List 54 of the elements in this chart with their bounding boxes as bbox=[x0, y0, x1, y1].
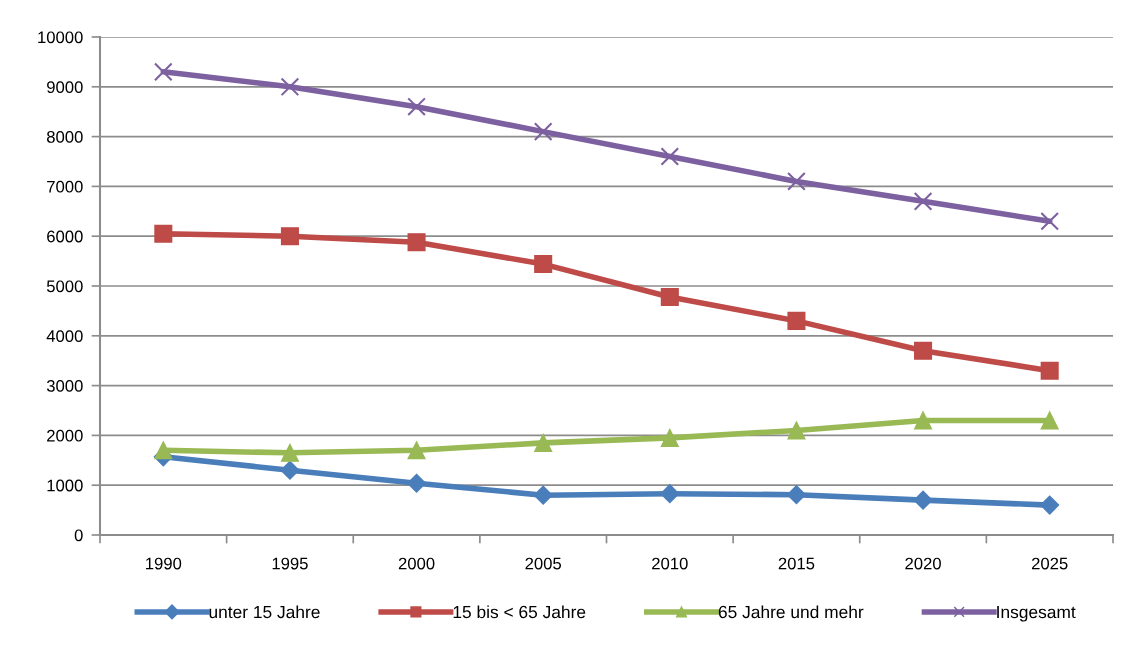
point bbox=[660, 287, 679, 306]
y-tick-label: 8000 bbox=[46, 131, 83, 143]
point bbox=[280, 443, 299, 462]
y-tick-label: 3000 bbox=[46, 380, 83, 392]
point bbox=[533, 122, 553, 141]
point bbox=[1040, 211, 1060, 231]
point bbox=[534, 255, 553, 274]
point bbox=[1040, 495, 1060, 515]
y-tick-label: 2000 bbox=[47, 429, 83, 442]
y-tick-label: 0 bbox=[74, 529, 83, 542]
point bbox=[786, 485, 806, 505]
point bbox=[660, 147, 680, 166]
point bbox=[914, 411, 933, 430]
point bbox=[534, 433, 553, 452]
point bbox=[280, 227, 299, 246]
y-tick-label: 6000 bbox=[47, 230, 83, 243]
point bbox=[154, 441, 173, 460]
point bbox=[787, 311, 806, 330]
x-tick-label: 2020 bbox=[905, 557, 941, 570]
point bbox=[154, 224, 173, 243]
y-tick-label: 5000 bbox=[46, 280, 83, 293]
point bbox=[914, 341, 933, 360]
point bbox=[913, 191, 933, 211]
y-tick-label: 1000 bbox=[47, 479, 83, 492]
point bbox=[533, 485, 553, 505]
point bbox=[787, 172, 806, 191]
y-tick-label: 7000 bbox=[47, 180, 83, 193]
legend-label: Insgesamt bbox=[997, 606, 1076, 622]
point bbox=[407, 473, 427, 493]
point bbox=[1040, 411, 1059, 430]
y-tick-label: 9000 bbox=[47, 81, 83, 93]
x-tick-label: 2005 bbox=[525, 557, 562, 570]
point bbox=[1040, 361, 1059, 380]
point bbox=[660, 428, 679, 447]
point bbox=[280, 460, 300, 480]
legend-label: 15 bis < 65 Jahre bbox=[453, 605, 586, 619]
x-tick-label: 1995 bbox=[272, 557, 308, 570]
point bbox=[913, 490, 933, 510]
x-tick-label: 1990 bbox=[146, 557, 182, 570]
point bbox=[787, 421, 806, 440]
point bbox=[407, 233, 426, 252]
legend-label: unter 15 Jahre bbox=[209, 605, 320, 619]
x-tick-label: 2000 bbox=[398, 557, 435, 570]
y-tick-label: 4000 bbox=[46, 330, 83, 342]
x-tick-label: 2025 bbox=[1031, 557, 1068, 570]
x-tick-label: 2015 bbox=[778, 557, 815, 570]
point bbox=[280, 77, 300, 97]
x-tick-label: 2010 bbox=[652, 557, 688, 570]
point bbox=[660, 484, 680, 504]
legend-label: 65 Jahre und mehr bbox=[718, 605, 864, 619]
point bbox=[407, 441, 426, 460]
y-tick-label: 10000 bbox=[38, 31, 83, 44]
point bbox=[407, 97, 426, 117]
point bbox=[153, 62, 173, 82]
